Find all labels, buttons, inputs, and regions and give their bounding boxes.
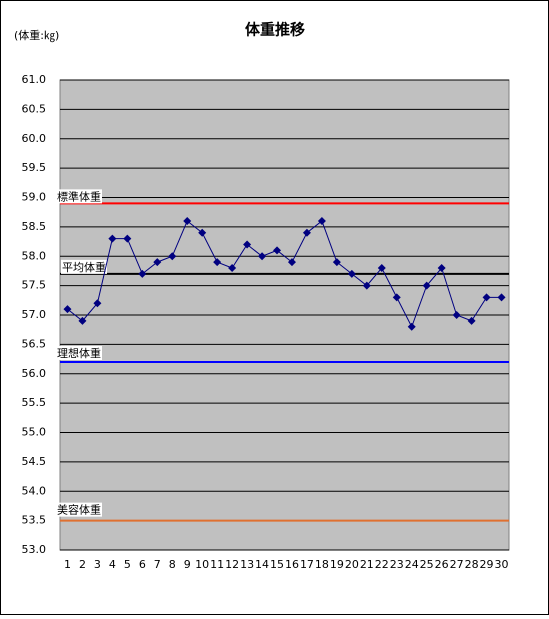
x-tick-label: 7: [154, 558, 161, 571]
data-point: [332, 258, 341, 267]
data-point: [437, 264, 446, 272]
data-point: [213, 258, 222, 267]
y-tick-label: 58.0: [22, 249, 47, 262]
y-tick-label: 57.5: [22, 279, 47, 292]
y-tick-label: 56.5: [22, 337, 47, 350]
data-point: [287, 258, 296, 267]
data-point: [273, 246, 282, 255]
y-tick-label: 57.0: [22, 308, 47, 321]
x-tick-label: 24: [405, 558, 419, 571]
data-point: [317, 217, 326, 225]
data-point: [302, 228, 311, 237]
x-tick-label: 3: [94, 558, 101, 571]
x-tick-label: 17: [300, 558, 314, 571]
unit-label: (体重:㎏): [14, 28, 59, 42]
data-point: [377, 264, 386, 272]
y-tick-label: 58.5: [22, 220, 47, 233]
reference-label: 標準体重: [57, 189, 101, 203]
x-tick-label: 14: [255, 558, 269, 571]
x-tick-label: 26: [435, 558, 449, 571]
x-tick-label: 25: [420, 558, 434, 571]
data-point: [168, 252, 177, 261]
data-point: [482, 293, 491, 302]
data-point: [392, 293, 401, 302]
x-tick-label: 2: [79, 558, 86, 571]
data-point: [452, 311, 461, 319]
x-tick-label: 6: [139, 558, 146, 571]
reference-label: 理想体重: [57, 346, 101, 360]
y-tick-label: 54.5: [22, 455, 47, 468]
data-point: [258, 252, 267, 261]
y-tick-label: 55.0: [22, 426, 47, 439]
x-tick-label: 18: [315, 558, 329, 571]
x-tick-label: 23: [390, 558, 404, 571]
reference-label: 美容体重: [57, 503, 101, 517]
data-point: [243, 240, 252, 249]
data-point: [108, 234, 117, 243]
reference-label-bg: [56, 189, 102, 204]
data-point: [153, 258, 162, 267]
x-tick-label: 21: [360, 558, 374, 571]
x-tick-label: 1: [64, 558, 71, 571]
x-tick-label: 9: [184, 558, 191, 571]
x-tick-label: 15: [270, 558, 284, 571]
data-point: [407, 322, 416, 331]
data-point: [183, 217, 192, 225]
y-tick-label: 54.0: [22, 484, 47, 497]
y-tick-label: 59.5: [22, 161, 47, 174]
x-tick-label: 4: [109, 558, 116, 571]
data-point: [138, 269, 147, 278]
y-tick-label: 53.5: [22, 514, 47, 527]
data-point: [63, 305, 72, 314]
series-line: [67, 220, 502, 329]
x-tick-label: 22: [375, 558, 389, 571]
data-point: [497, 293, 506, 302]
x-tick-label: 13: [240, 558, 254, 571]
data-point: [422, 281, 431, 290]
x-tick-label: 12: [225, 558, 239, 571]
x-tick-label: 27: [450, 558, 464, 571]
y-tick-label: 53.0: [22, 543, 47, 556]
x-tick-label: 10: [195, 558, 209, 571]
y-tick-label: 60.0: [22, 132, 47, 145]
reference-label-bg: [61, 259, 107, 274]
x-tick-label: 19: [330, 558, 344, 571]
x-tick-label: 28: [465, 558, 479, 571]
y-tick-label: 61.0: [22, 73, 47, 86]
y-tick-label: 56.0: [22, 367, 47, 380]
data-point: [78, 316, 87, 325]
data-point: [198, 228, 207, 237]
x-tick-label: 8: [169, 558, 176, 571]
reference-label-bg: [56, 502, 102, 517]
data-point: [467, 316, 476, 325]
x-tick-label: 16: [285, 558, 299, 571]
x-tick-label: 20: [345, 558, 359, 571]
y-tick-label: 60.5: [22, 102, 47, 115]
y-tick-label: 55.5: [22, 396, 47, 409]
data-point: [228, 264, 237, 272]
reference-label: 平均体重: [62, 260, 106, 274]
data-point: [362, 281, 371, 290]
data-point: [93, 299, 102, 308]
reference-label-bg: [56, 346, 102, 360]
y-tick-label: 59.0: [22, 191, 47, 204]
x-tick-label: 30: [495, 558, 509, 571]
x-tick-label: 5: [124, 558, 131, 571]
data-point: [123, 234, 132, 243]
chart-title: 体重推移: [245, 21, 305, 39]
x-tick-label: 29: [480, 558, 494, 571]
x-tick-label: 11: [210, 558, 224, 571]
data-point: [347, 269, 356, 278]
